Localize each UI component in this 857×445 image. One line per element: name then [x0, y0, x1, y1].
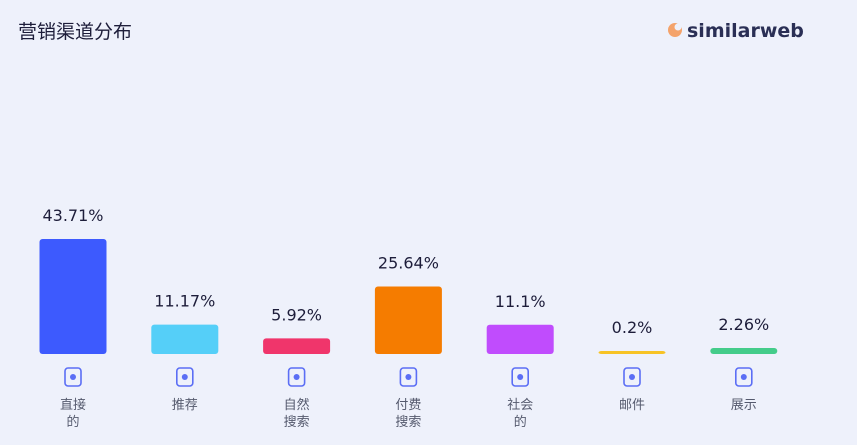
chart-title: 营销渠道分布 [18, 21, 132, 43]
value-label: 5.92% [271, 305, 322, 324]
value-label: 11.1% [495, 292, 546, 311]
icon-shape [399, 367, 418, 387]
brand-name: similarweb [687, 20, 804, 42]
channel-icon [64, 367, 82, 387]
icon-shape [405, 374, 412, 380]
channel-icon [623, 367, 641, 387]
category-label: 付费 [395, 398, 421, 413]
bar [263, 338, 331, 354]
icon-shape [176, 367, 194, 387]
value-label: 11.17% [154, 292, 215, 311]
category-label: 的 [66, 414, 79, 430]
category-label: 搜索 [395, 415, 421, 430]
bar [151, 324, 219, 354]
channel-icon [287, 367, 306, 387]
icon-shape [629, 374, 635, 380]
icon-shape [734, 367, 753, 387]
icon-shape [287, 367, 306, 387]
channel-icon [734, 367, 753, 387]
value-label: 2.26% [718, 315, 769, 334]
icon-shape [64, 367, 82, 387]
channel-icon [511, 367, 530, 387]
category-label: 的 [514, 414, 527, 430]
category-label: 直接 [60, 397, 86, 413]
category-label: 自然 [284, 397, 310, 413]
category-label: 社会 [507, 397, 533, 413]
category-label: 搜索 [284, 415, 310, 430]
category-label: 邮件 [619, 398, 645, 413]
icon-shape [511, 367, 530, 387]
icon-shape [517, 374, 524, 380]
icon-shape [740, 374, 747, 380]
brand-logo: similarweb [668, 20, 804, 42]
value-label: 43.71% [42, 206, 103, 225]
bar [39, 239, 107, 354]
value-label: 0.2% [612, 318, 653, 337]
bar [486, 324, 554, 354]
channel-icon [399, 367, 418, 387]
category-label: 推荐 [172, 398, 198, 413]
category-label: 展示 [731, 398, 757, 413]
channel-icon [176, 367, 194, 387]
logo-icon [674, 23, 682, 31]
bar [374, 286, 442, 354]
icon-shape [70, 374, 76, 380]
bar [710, 348, 778, 354]
icon-shape [293, 374, 300, 380]
value-label: 25.64% [378, 254, 439, 273]
icon-shape [181, 374, 188, 380]
bar [598, 351, 666, 354]
icon-shape [623, 367, 641, 387]
